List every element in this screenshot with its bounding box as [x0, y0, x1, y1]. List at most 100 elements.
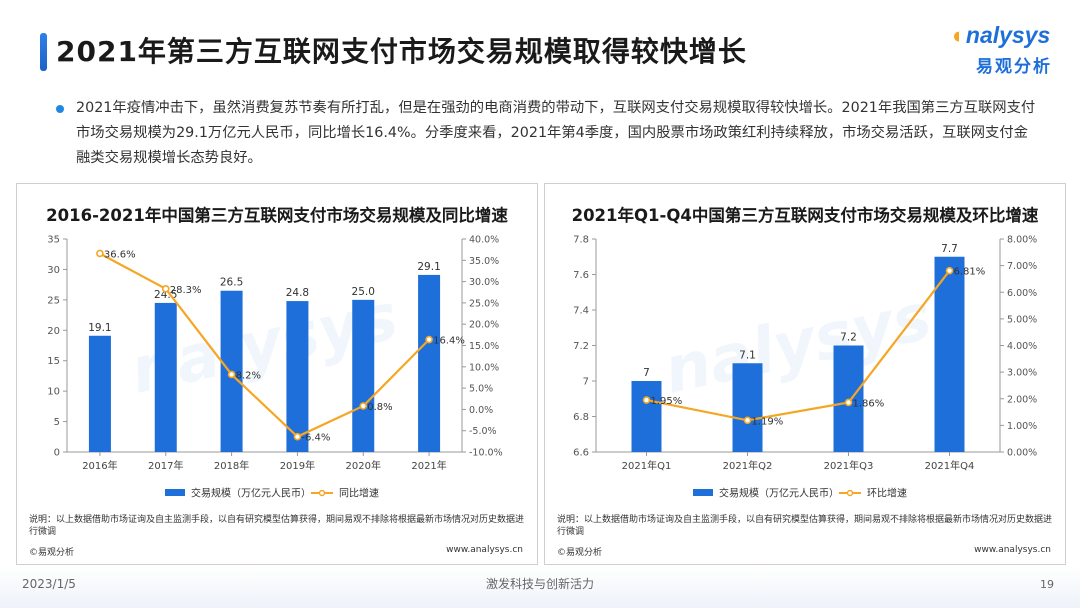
growth-point	[293, 432, 302, 441]
y-left-tick-label: 7.4	[573, 306, 589, 317]
page-title: 2021年第三方互联网支付市场交易规模取得较快增长	[56, 35, 747, 68]
bar	[154, 302, 177, 452]
growth-value-label: 16.4%	[433, 336, 465, 347]
growth-line	[99, 252, 430, 438]
bar-value-label: 7.7	[941, 243, 958, 255]
y-right-tick-label: 15.0%	[469, 341, 499, 352]
y-right-tick-label: 6.00%	[1007, 288, 1037, 299]
y-left-tick-label: 30	[47, 265, 60, 276]
x-tick-label: 2021年Q1	[622, 459, 672, 472]
growth-point	[227, 370, 236, 379]
y-right-tick-label: 7.00%	[1007, 261, 1037, 272]
title-accent-bar	[40, 33, 47, 71]
y-left-tick-label: 35	[47, 235, 60, 246]
chart-source: ©易观分析	[557, 548, 603, 558]
logo-en-text: nalysys	[965, 22, 1051, 48]
bar	[418, 274, 441, 452]
chart-title: 2016-2021年中国第三方互联网支付市场交易规模及同比增速	[46, 206, 508, 225]
y-right-tick-label: -10.0%	[469, 448, 503, 459]
bar	[286, 301, 309, 452]
growth-value-label: 28.3%	[170, 285, 202, 296]
bar-value-label: 24.8	[286, 287, 309, 299]
y-right-tick-label: 1.00%	[1007, 421, 1037, 432]
chart-note: 说明：以上数据借助市场证询及自主监测手段，以自有研究模型估算获得，期间易观不排除…	[29, 515, 525, 537]
y-left-tick-label: 15	[47, 356, 60, 367]
y-right-tick-label: 3.00%	[1007, 368, 1037, 379]
bar-value-label: 7	[643, 367, 650, 379]
analysys-logo: ◐nalysys 易观分析	[952, 22, 1064, 80]
y-right-tick-label: 0.00%	[1007, 448, 1037, 459]
y-right-tick-label: 0.0%	[469, 405, 493, 416]
growth-point	[96, 249, 104, 258]
y-left-tick-label: 7	[583, 377, 589, 388]
y-left-tick-label: 5	[54, 417, 60, 428]
legend-bar-swatch	[693, 489, 713, 496]
x-tick-label: 2016年	[82, 459, 117, 472]
y-right-tick-label: -5.0%	[469, 426, 497, 437]
y-right-tick-label: 20.0%	[469, 320, 499, 331]
x-tick-label: 2021年	[411, 459, 446, 472]
y-left-tick-label: 0	[54, 448, 60, 459]
growth-point	[359, 402, 368, 410]
growth-value-label: 36.6%	[104, 249, 136, 260]
growth-value-label: -6.4%	[301, 433, 330, 444]
bullet-icon	[56, 105, 64, 113]
legend-bar-swatch	[165, 489, 185, 496]
growth-point	[425, 335, 433, 344]
y-right-tick-label: 4.00%	[1007, 341, 1037, 352]
legend-line-marker	[846, 489, 854, 497]
bar-value-label: 7.1	[739, 349, 756, 361]
growth-line	[646, 270, 951, 422]
bar	[934, 256, 965, 452]
y-left-tick-label: 7.2	[573, 341, 589, 352]
y-left-tick-label: 20	[47, 326, 60, 337]
growth-point	[161, 285, 170, 293]
x-tick-label: 2019年	[280, 459, 315, 472]
x-tick-label: 2021年Q2	[723, 459, 773, 472]
chart-website: www.analysys.cn	[974, 545, 1051, 555]
x-tick-label: 2021年Q4	[925, 459, 975, 472]
x-tick-label: 2021年Q3	[824, 459, 874, 472]
y-right-tick-label: 5.0%	[469, 384, 493, 395]
growth-value-label: 0.8%	[367, 402, 392, 413]
chart-panel-quarterly: 2021年Q1-Q4中国第三方互联网支付市场交易规模及环比增速 nalysys 6…	[544, 183, 1066, 565]
bar-value-label: 19.1	[88, 322, 111, 334]
growth-point	[743, 416, 752, 425]
footer-background	[0, 566, 1080, 608]
logo-o-icon: ◐	[952, 22, 966, 48]
x-tick-label: 2020年	[346, 459, 381, 472]
y-left-tick-label: 10	[47, 387, 60, 398]
y-right-tick-label: 10.0%	[469, 362, 499, 373]
page-number: 19	[1040, 578, 1054, 591]
watermark-text: nalysys	[658, 280, 938, 409]
chart-title: 2021年Q1-Q4中国第三方互联网支付市场交易规模及环比增速	[571, 206, 1039, 225]
legend-bar-label: 交易规模（万亿元人民币）	[719, 487, 839, 500]
y-left-tick-label: 6.6	[573, 448, 589, 459]
footer-slogan: 激发科技与创新活力	[485, 577, 594, 591]
bar	[88, 335, 111, 452]
legend-line-marker	[318, 489, 326, 497]
summary-text: 2021年疫情冲击下，虽然消费复苏节奏有所打乱，但是在强劲的电商消费的带动下，互…	[76, 100, 1036, 166]
growth-point	[844, 398, 853, 407]
chart-website: www.analysys.cn	[446, 545, 523, 555]
growth-value-label: 1.95%	[651, 396, 683, 407]
legend-line-label: 环比增速	[867, 487, 907, 500]
growth-value-label: 6.81%	[954, 267, 986, 278]
growth-value-label: 1.19%	[752, 416, 784, 427]
x-tick-label: 2018年	[214, 459, 249, 472]
y-left-tick-label: 6.8	[573, 412, 589, 423]
y-right-tick-label: 5.00%	[1007, 314, 1037, 325]
y-left-tick-label: 7.6	[573, 270, 589, 281]
chart-note: 说明：以上数据借助市场证询及自主监测手段，以自有研究模型估算获得，期间易观不排除…	[557, 515, 1053, 537]
logo-cn-text: 易观分析	[976, 57, 1052, 77]
chart-source: ©易观分析	[29, 548, 75, 558]
chart-annual: nalysys05101520253035-10.0%-5.0%0.0%5.0%…	[47, 235, 503, 500]
y-left-tick-label: 25	[47, 295, 60, 306]
y-right-tick-label: 40.0%	[469, 235, 499, 246]
growth-value-label: 8.2%	[236, 370, 261, 381]
legend-line-label: 同比增速	[339, 487, 379, 500]
chart-quarterly: nalysys 6.6 6.8 7 7.2 7.4 7.6 7.8 0.00% 1.00% 2.00…	[573, 235, 1037, 500]
bar	[631, 381, 662, 452]
chart-panel-annual: 2016-2021年中国第三方互联网支付市场交易规模及同比增速 nalysys 0…	[16, 183, 538, 565]
y-left-tick-label: 7.8	[573, 235, 589, 246]
